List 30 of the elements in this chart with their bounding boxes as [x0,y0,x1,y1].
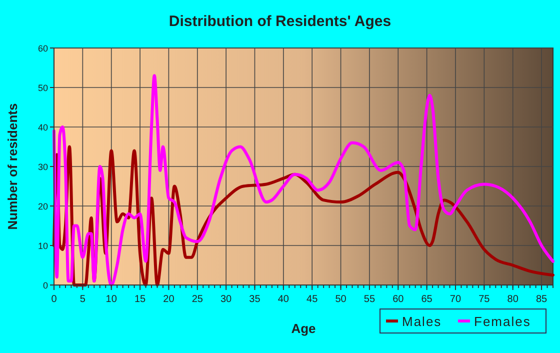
x-tick-label: 50 [335,294,347,305]
x-tick-label: 35 [249,294,261,305]
y-tick-label: 50 [38,83,48,93]
y-tick-label: 0 [42,280,48,290]
x-tick-label: 5 [80,294,86,305]
x-tick-label: 25 [192,294,204,305]
x-tick-label: 65 [421,294,433,305]
x-tick-label: 80 [507,294,519,305]
x-tick-label: 45 [306,294,318,305]
y-tick-label: 60 [38,44,48,54]
legend-label: Males [402,314,442,329]
y-tick-label: 20 [38,202,48,212]
x-tick-label: 75 [478,294,490,305]
x-tick-label: 40 [278,294,290,305]
x-tick-label: 15 [134,294,146,305]
x-tick-label: 10 [106,294,118,305]
y-axis-title: Number of residents [5,103,20,230]
x-tick-label: 30 [220,294,232,305]
x-axis-title: Age [291,321,316,336]
y-tick-label: 10 [38,241,48,251]
x-tick-label: 70 [450,294,462,305]
y-tick-label: 30 [38,162,48,172]
y-tick-label: 40 [38,122,48,132]
x-tick-label: 55 [364,294,376,305]
legend-label: Females [474,314,531,329]
x-tick-label: 85 [536,294,548,305]
x-tick-label: 60 [392,294,404,305]
chart-title: Distribution of Residents' Ages [168,13,392,30]
x-tick-label: 0 [51,294,58,305]
x-tick-label: 20 [163,294,175,305]
